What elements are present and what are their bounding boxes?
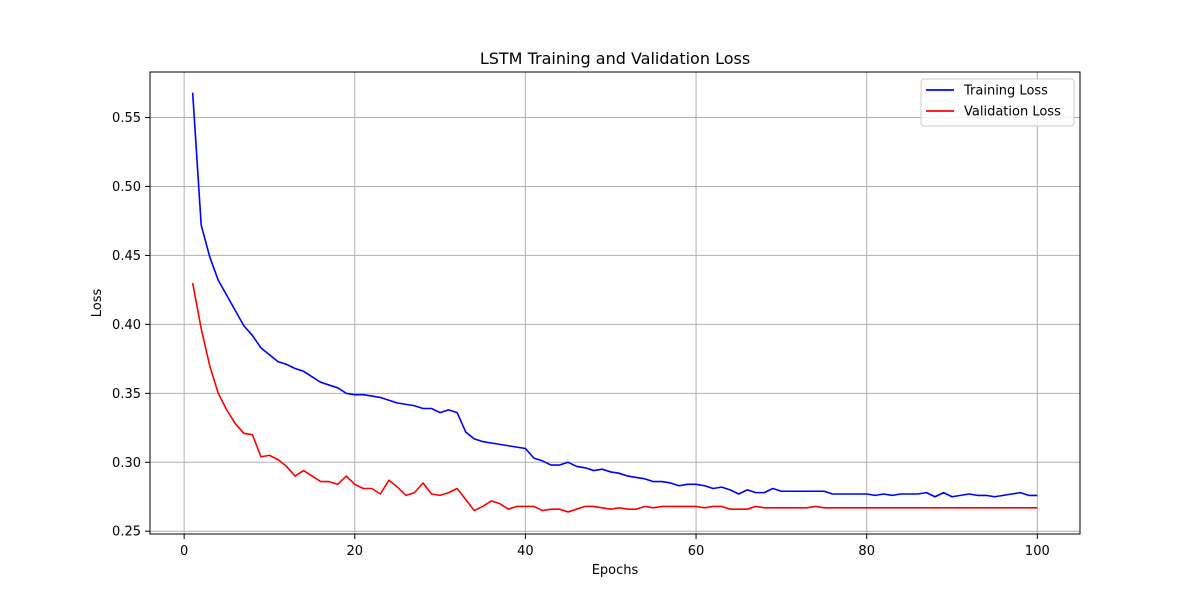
validation-loss-line: [191, 282, 1038, 513]
y-tick-label: 0.45: [112, 249, 141, 264]
chart-title: LSTM Training and Validation Loss: [480, 49, 750, 68]
training-loss-legend-label: Training Loss: [963, 84, 1048, 99]
legend-box: [920, 78, 1075, 127]
series-lines: [191, 92, 1038, 513]
y-tick-label: 0.50: [112, 180, 141, 195]
training-loss-line: [191, 92, 1038, 498]
x-tick-label: 60: [688, 544, 705, 559]
x-tick-label: 80: [858, 544, 875, 559]
x-axis-ticks: 0 20 40 60 80 100: [180, 534, 1050, 559]
y-tick-label: 0.40: [112, 318, 141, 333]
y-axis-ticks: 0.25 0.30 0.35 0.40 0.45 0.50 0.55: [112, 111, 150, 540]
plot-frame: [149, 71, 1081, 535]
y-tick-label: 0.30: [112, 456, 141, 471]
grid: [150, 72, 1080, 534]
validation-loss-legend-label: Validation Loss: [964, 105, 1061, 120]
x-tick-label: 0: [180, 544, 188, 559]
legend: Training Loss Validation Loss: [920, 78, 1075, 127]
x-axis-label: Epochs: [592, 563, 639, 578]
y-axis-label: Loss: [90, 289, 105, 318]
y-tick-label: 0.25: [112, 525, 141, 540]
x-tick-label: 100: [1025, 544, 1050, 559]
y-tick-label: 0.55: [112, 111, 141, 126]
x-tick-label: 40: [517, 544, 534, 559]
x-tick-label: 20: [346, 544, 363, 559]
y-tick-label: 0.35: [112, 387, 141, 402]
